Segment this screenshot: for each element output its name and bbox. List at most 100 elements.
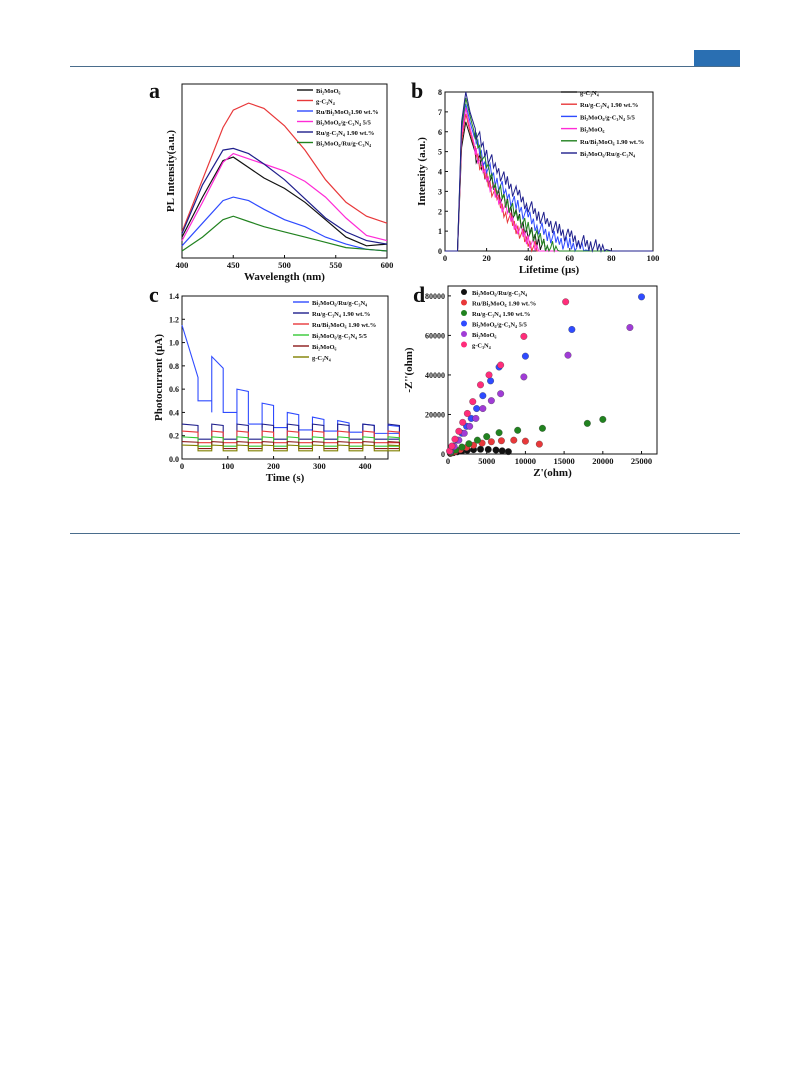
data-point xyxy=(583,419,591,427)
x-tick-label: 300 xyxy=(313,461,326,471)
y-tick-label: 5 xyxy=(438,148,442,157)
legend-label: g-C₃N₄ xyxy=(580,90,599,97)
data-point xyxy=(520,373,528,381)
data-point xyxy=(626,324,634,331)
series-line xyxy=(181,102,388,233)
x-tick-label: 25000 xyxy=(631,456,652,466)
legend-label: Bi₂MoO₆/Ru/g-C₃N₄ xyxy=(580,151,635,158)
data-point xyxy=(473,405,481,412)
y-axis-label: PL Intensity(a.u.) xyxy=(165,130,177,213)
x-axis-label: Lifetime (μs) xyxy=(519,264,580,276)
data-point xyxy=(472,414,480,422)
y-tick-label: 1.0 xyxy=(169,339,179,348)
x-tick-label: 600 xyxy=(381,260,394,270)
legend-label: Bi₂MoO₆/Ru/g-C₃N₄ xyxy=(316,141,371,148)
series-line xyxy=(181,324,400,434)
x-tick-label: 450 xyxy=(227,260,240,270)
x-tick-label: 400 xyxy=(359,461,372,471)
data-point xyxy=(455,427,463,435)
y-tick-label: 1 xyxy=(438,227,442,236)
figure: 400 450 500 550 600 Wavelength (nm) PL Intensi… xyxy=(145,76,665,490)
x-tick-label: 10000 xyxy=(515,456,536,466)
plot-frame xyxy=(181,295,389,460)
legend-marker xyxy=(461,289,467,295)
panel-letter: a xyxy=(149,78,160,103)
data-point xyxy=(451,435,459,443)
y-tick-label: 6 xyxy=(438,128,442,137)
y-tick-label: 20000 xyxy=(425,410,445,419)
y-tick-label: 0.4 xyxy=(169,408,179,417)
data-point xyxy=(469,398,477,406)
data-point xyxy=(510,436,518,444)
y-tick-label: 0.6 xyxy=(169,385,179,394)
data-point xyxy=(521,437,529,445)
x-tick-label: 100 xyxy=(647,253,660,263)
series-line xyxy=(445,103,653,253)
series-line xyxy=(445,97,653,253)
legend-label: g-C₃N₄ xyxy=(316,99,335,106)
x-tick-label: 80 xyxy=(607,253,616,263)
y-tick-label: 0 xyxy=(438,247,442,256)
x-tick-label: 400 xyxy=(176,260,189,270)
y-tick-label: 0 xyxy=(441,450,445,459)
data-point xyxy=(514,426,522,434)
legend-label: Ru/Bi₂MoO₆1.90 wt.% xyxy=(316,109,379,116)
legend-label: Ru/g-C₃N₄ 1.90 wt.% xyxy=(316,130,374,137)
x-tick-label: 200 xyxy=(267,461,280,471)
series-line xyxy=(181,215,388,252)
y-tick-label: 1.2 xyxy=(169,315,179,324)
top-rule xyxy=(70,66,740,67)
bottom-rule xyxy=(70,533,740,534)
data-point xyxy=(479,405,487,412)
series-line xyxy=(181,152,388,242)
data-point xyxy=(487,397,495,405)
x-tick-label: 15000 xyxy=(553,456,574,466)
y-tick-label: 1.4 xyxy=(169,292,179,301)
plot-frame xyxy=(447,285,658,455)
data-point xyxy=(497,361,505,369)
y-axis-label: Intensity (a.u.) xyxy=(416,137,428,206)
panel-letter: d xyxy=(413,282,425,307)
data-point xyxy=(492,446,500,454)
data-point xyxy=(477,381,484,389)
y-tick-label: 80000 xyxy=(425,292,445,301)
legend-label: Ru/Bi₂MoO₆ 1.90 wt.% xyxy=(472,301,536,308)
legend-label: Bi₂MoO₆/g-C₃N₄ 5/5 xyxy=(312,333,368,340)
legend-label: Bi₂MoO₆ xyxy=(312,344,337,351)
data-point xyxy=(484,446,492,453)
y-tick-label: 3 xyxy=(438,187,442,196)
legend-marker xyxy=(461,299,467,306)
y-tick-label: 0.8 xyxy=(169,362,179,371)
legend-label: Bi₂MoO₆/g-C₃N₄ 5/5 xyxy=(580,114,636,121)
legend-label: Ru/g-C₃N₄ 1.90 wt.% xyxy=(580,102,638,109)
x-axis-label: Z'(ohm) xyxy=(533,467,572,479)
legend-label: Bi₂MoO₆/g-C₃N₄ 5/5 xyxy=(316,120,372,127)
legend-label: Bi₂MoO₆/Ru/g-C₃N₄ xyxy=(312,300,367,307)
y-tick-label: 4 xyxy=(438,168,442,177)
x-axis-label: Time (s) xyxy=(266,472,305,484)
x-axis-label: Wavelength (nm) xyxy=(244,271,325,283)
data-point xyxy=(487,377,495,385)
legend-label: Ru/Bi₂MoO₆ 1.90 wt.% xyxy=(312,322,376,329)
y-axis-label: -Z''(ohm) xyxy=(403,347,415,393)
legend-marker xyxy=(461,331,467,337)
data-point xyxy=(497,437,505,445)
x-tick-label: 0 xyxy=(443,253,447,263)
data-point xyxy=(485,371,493,379)
series-line xyxy=(181,444,400,452)
series-line xyxy=(181,196,388,252)
x-tick-label: 5000 xyxy=(478,456,495,466)
y-tick-label: 0.0 xyxy=(169,455,179,464)
x-tick-label: 20000 xyxy=(592,456,613,466)
data-point xyxy=(477,445,484,453)
data-point xyxy=(638,293,645,301)
y-tick-label: 0.2 xyxy=(169,432,179,441)
legend-label: Ru/g-C₃N₄ 1.90 wt.% xyxy=(472,311,530,318)
legend-label: Bi₂MoO₆ xyxy=(472,332,497,339)
legend-label: Bi₂MoO₆ xyxy=(316,88,341,95)
x-tick-label: 40 xyxy=(524,253,533,263)
data-point xyxy=(495,429,503,437)
legend-label: Bi₂MoO₆ xyxy=(580,127,605,134)
panel-a: 400 450 500 550 600 Wavelength (nm) PL Intensi… xyxy=(149,78,393,283)
